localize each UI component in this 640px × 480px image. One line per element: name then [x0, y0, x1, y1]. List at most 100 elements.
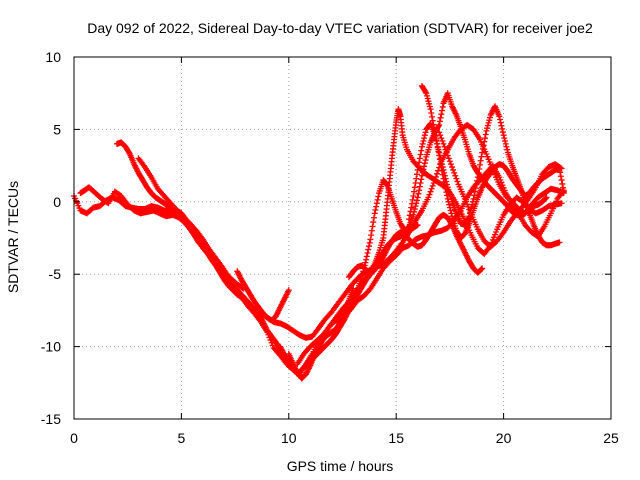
- data-point: [486, 117, 493, 124]
- data-point: [497, 116, 504, 123]
- data-point: [408, 200, 415, 207]
- data-point: [374, 196, 381, 203]
- data-point: [470, 195, 477, 202]
- data-point: [502, 140, 509, 147]
- data-point: [362, 259, 369, 266]
- data-point: [365, 246, 372, 253]
- data-point: [478, 153, 485, 160]
- data-point: [373, 203, 380, 210]
- data-point: [409, 196, 416, 203]
- data-point: [464, 201, 471, 208]
- data-point: [483, 127, 490, 134]
- data-point: [486, 114, 493, 121]
- data-point: [412, 203, 419, 210]
- data-point: [479, 265, 486, 272]
- data-point: [436, 118, 443, 125]
- data-point: [359, 271, 366, 278]
- data-point: [437, 114, 444, 121]
- data-point: [420, 166, 427, 173]
- data-point: [415, 190, 422, 197]
- data-point: [358, 274, 365, 281]
- data-point: [447, 207, 454, 214]
- data-point: [485, 119, 492, 126]
- series-track-8: [418, 82, 567, 241]
- data-point: [463, 198, 470, 205]
- data-point: [477, 157, 484, 164]
- data-point: [559, 180, 566, 187]
- data-point: [372, 207, 379, 214]
- data-point: [411, 188, 418, 195]
- data-point: [365, 243, 372, 250]
- data-point: [429, 117, 436, 124]
- data-point: [435, 123, 442, 130]
- data-point: [476, 161, 483, 168]
- data-point: [481, 135, 488, 142]
- data-point: [438, 135, 445, 142]
- data-point: [467, 209, 474, 216]
- data-point: [498, 122, 505, 129]
- data-point: [560, 184, 567, 191]
- y-tick-label: 5: [53, 121, 61, 137]
- y-tick-label: 0: [53, 194, 61, 210]
- data-point: [454, 178, 461, 185]
- data-point: [285, 287, 292, 294]
- x-tick-label: 0: [70, 430, 78, 446]
- data-point: [363, 253, 370, 260]
- data-point: [438, 111, 445, 118]
- data-point: [373, 200, 380, 207]
- data-points: [71, 82, 567, 382]
- data-point: [556, 239, 563, 246]
- data-point: [421, 160, 428, 167]
- data-point: [407, 208, 414, 215]
- data-point: [415, 163, 422, 170]
- data-point: [417, 151, 424, 158]
- data-point: [452, 172, 459, 179]
- data-point: [425, 98, 432, 105]
- data-point: [497, 119, 504, 126]
- chart-title: Day 092 of 2022, Sidereal Day-to-day VTE…: [87, 20, 593, 36]
- data-point: [433, 137, 440, 144]
- data-point: [465, 203, 472, 210]
- data-point: [424, 95, 431, 102]
- y-tick-label: -5: [49, 266, 62, 282]
- data-point: [411, 206, 418, 213]
- data-point: [419, 169, 426, 176]
- data-point: [436, 152, 443, 159]
- data-point: [453, 175, 460, 182]
- x-tick-label: 20: [496, 430, 512, 446]
- data-point: [429, 182, 436, 189]
- data-point: [418, 172, 425, 179]
- data-point: [375, 193, 382, 200]
- data-point: [444, 192, 451, 199]
- data-point: [369, 223, 376, 230]
- data-point: [557, 164, 564, 171]
- data-point: [371, 214, 378, 221]
- data-point: [434, 140, 441, 147]
- data-point: [482, 131, 489, 138]
- axis-ticks: 0 5 10 15 20 25 -15 -10 -5 0 5 10: [41, 49, 619, 446]
- data-point: [417, 179, 424, 186]
- data-point: [418, 176, 425, 183]
- data-point: [474, 174, 481, 181]
- data-point: [437, 160, 444, 167]
- data-point: [558, 165, 565, 172]
- data-point: [420, 137, 427, 144]
- data-point: [350, 285, 357, 292]
- data-point: [448, 210, 455, 217]
- data-point: [367, 236, 374, 243]
- data-point: [484, 153, 491, 160]
- data-point: [411, 184, 418, 191]
- data-point: [450, 166, 457, 173]
- x-tick-label: 10: [281, 430, 297, 446]
- x-axis-label: GPS time / hours: [287, 458, 394, 474]
- data-point: [414, 221, 421, 228]
- data-point: [490, 234, 497, 241]
- data-point: [429, 113, 435, 120]
- data-point: [542, 195, 549, 202]
- data-point: [478, 266, 485, 273]
- data-point: [439, 137, 446, 144]
- data-point: [441, 143, 448, 150]
- data-point: [432, 133, 439, 140]
- data-point: [414, 166, 421, 173]
- data-point: [419, 140, 426, 147]
